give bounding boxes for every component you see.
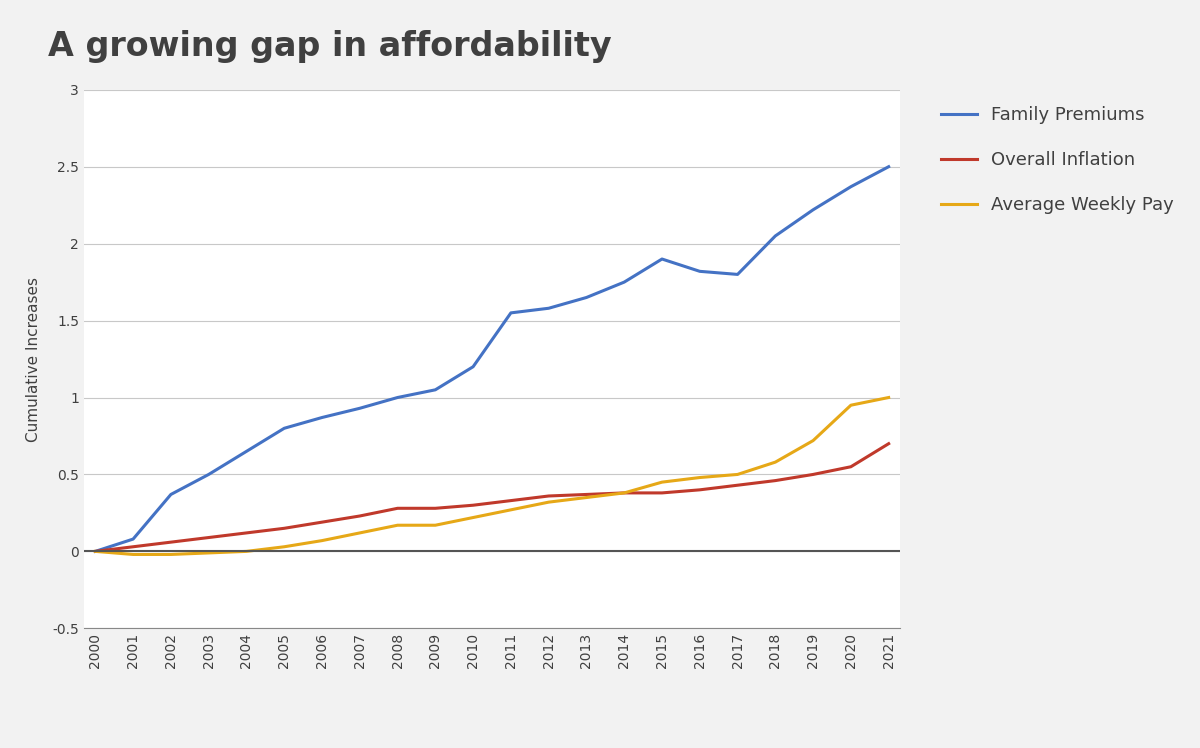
Average Weekly Pay xyxy=(428,521,443,530)
Overall Inflation xyxy=(541,491,556,500)
Family Premiums xyxy=(655,254,670,263)
Overall Inflation xyxy=(806,470,821,479)
Family Premiums xyxy=(466,362,480,371)
Family Premiums xyxy=(353,404,367,413)
Family Premiums xyxy=(768,231,782,240)
Average Weekly Pay xyxy=(541,497,556,506)
Overall Inflation xyxy=(882,439,896,448)
Family Premiums xyxy=(504,308,518,317)
Average Weekly Pay xyxy=(731,470,745,479)
Family Premiums xyxy=(541,304,556,313)
Overall Inflation xyxy=(768,476,782,485)
Average Weekly Pay xyxy=(277,542,292,551)
Family Premiums xyxy=(239,447,253,456)
Overall Inflation xyxy=(239,528,253,537)
Overall Inflation xyxy=(466,500,480,509)
Line: Family Premiums: Family Premiums xyxy=(95,167,889,551)
Average Weekly Pay xyxy=(844,401,858,410)
Overall Inflation xyxy=(617,488,631,497)
Overall Inflation xyxy=(731,481,745,490)
Overall Inflation xyxy=(163,538,178,547)
Family Premiums xyxy=(163,490,178,499)
Average Weekly Pay xyxy=(202,548,216,557)
Family Premiums xyxy=(314,413,329,422)
Average Weekly Pay xyxy=(655,478,670,487)
Family Premiums xyxy=(390,393,404,402)
Legend: Family Premiums, Overall Inflation, Average Weekly Pay: Family Premiums, Overall Inflation, Aver… xyxy=(934,99,1181,221)
Overall Inflation xyxy=(202,533,216,542)
Line: Overall Inflation: Overall Inflation xyxy=(95,444,889,551)
Line: Average Weekly Pay: Average Weekly Pay xyxy=(95,397,889,554)
Average Weekly Pay xyxy=(882,393,896,402)
Family Premiums xyxy=(806,205,821,214)
Average Weekly Pay xyxy=(504,506,518,515)
Y-axis label: Cumulative Increases: Cumulative Increases xyxy=(26,277,41,441)
Average Weekly Pay xyxy=(353,528,367,537)
Overall Inflation xyxy=(277,524,292,533)
Text: A growing gap in affordability: A growing gap in affordability xyxy=(48,30,612,63)
Overall Inflation xyxy=(655,488,670,497)
Average Weekly Pay xyxy=(390,521,404,530)
Average Weekly Pay xyxy=(314,536,329,545)
Average Weekly Pay xyxy=(163,550,178,559)
Family Premiums xyxy=(202,470,216,479)
Family Premiums xyxy=(88,547,102,556)
Family Premiums xyxy=(844,183,858,191)
Family Premiums xyxy=(731,270,745,279)
Average Weekly Pay xyxy=(126,550,140,559)
Overall Inflation xyxy=(126,542,140,551)
Family Premiums xyxy=(428,385,443,394)
Family Premiums xyxy=(692,267,707,276)
Overall Inflation xyxy=(580,490,594,499)
Family Premiums xyxy=(882,162,896,171)
Family Premiums xyxy=(580,293,594,302)
Overall Inflation xyxy=(844,462,858,471)
Average Weekly Pay xyxy=(806,436,821,445)
Average Weekly Pay xyxy=(768,458,782,467)
Overall Inflation xyxy=(504,496,518,505)
Overall Inflation xyxy=(88,547,102,556)
Family Premiums xyxy=(277,424,292,433)
Overall Inflation xyxy=(692,485,707,494)
Overall Inflation xyxy=(390,504,404,513)
Average Weekly Pay xyxy=(580,493,594,502)
Overall Inflation xyxy=(314,518,329,527)
Family Premiums xyxy=(617,278,631,286)
Average Weekly Pay xyxy=(617,488,631,497)
Overall Inflation xyxy=(353,512,367,521)
Family Premiums xyxy=(126,535,140,544)
Average Weekly Pay xyxy=(692,473,707,482)
Average Weekly Pay xyxy=(466,513,480,522)
Average Weekly Pay xyxy=(239,547,253,556)
Overall Inflation xyxy=(428,504,443,513)
Average Weekly Pay xyxy=(88,547,102,556)
